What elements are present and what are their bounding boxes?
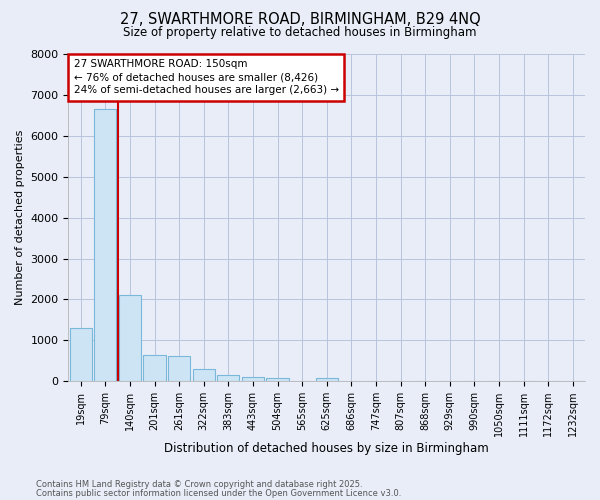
Bar (94, 109, 116, 381)
Bar (168, 356, 190, 381)
Text: Contains HM Land Registry data © Crown copyright and database right 2025.: Contains HM Land Registry data © Crown c… (36, 480, 362, 489)
Text: 27, SWARTHMORE ROAD, BIRMINGHAM, B29 4NQ: 27, SWARTHMORE ROAD, BIRMINGHAM, B29 4NQ (119, 12, 481, 28)
Bar (316, 378, 338, 381)
Y-axis label: Number of detached properties: Number of detached properties (15, 130, 25, 306)
Text: Size of property relative to detached houses in Birmingham: Size of property relative to detached ho… (123, 26, 477, 39)
Bar (119, 296, 141, 381)
Bar (193, 369, 215, 381)
X-axis label: Distribution of detached houses by size in Birmingham: Distribution of detached houses by size … (164, 442, 489, 455)
Bar (242, 377, 264, 381)
Text: Contains public sector information licensed under the Open Government Licence v3: Contains public sector information licen… (36, 488, 401, 498)
Bar (217, 375, 239, 381)
Bar (70, 328, 92, 381)
Bar (266, 378, 289, 381)
Text: 27 SWARTHMORE ROAD: 150sqm
← 76% of detached houses are smaller (8,426)
24% of s: 27 SWARTHMORE ROAD: 150sqm ← 76% of deta… (74, 59, 338, 96)
Bar (143, 354, 166, 381)
